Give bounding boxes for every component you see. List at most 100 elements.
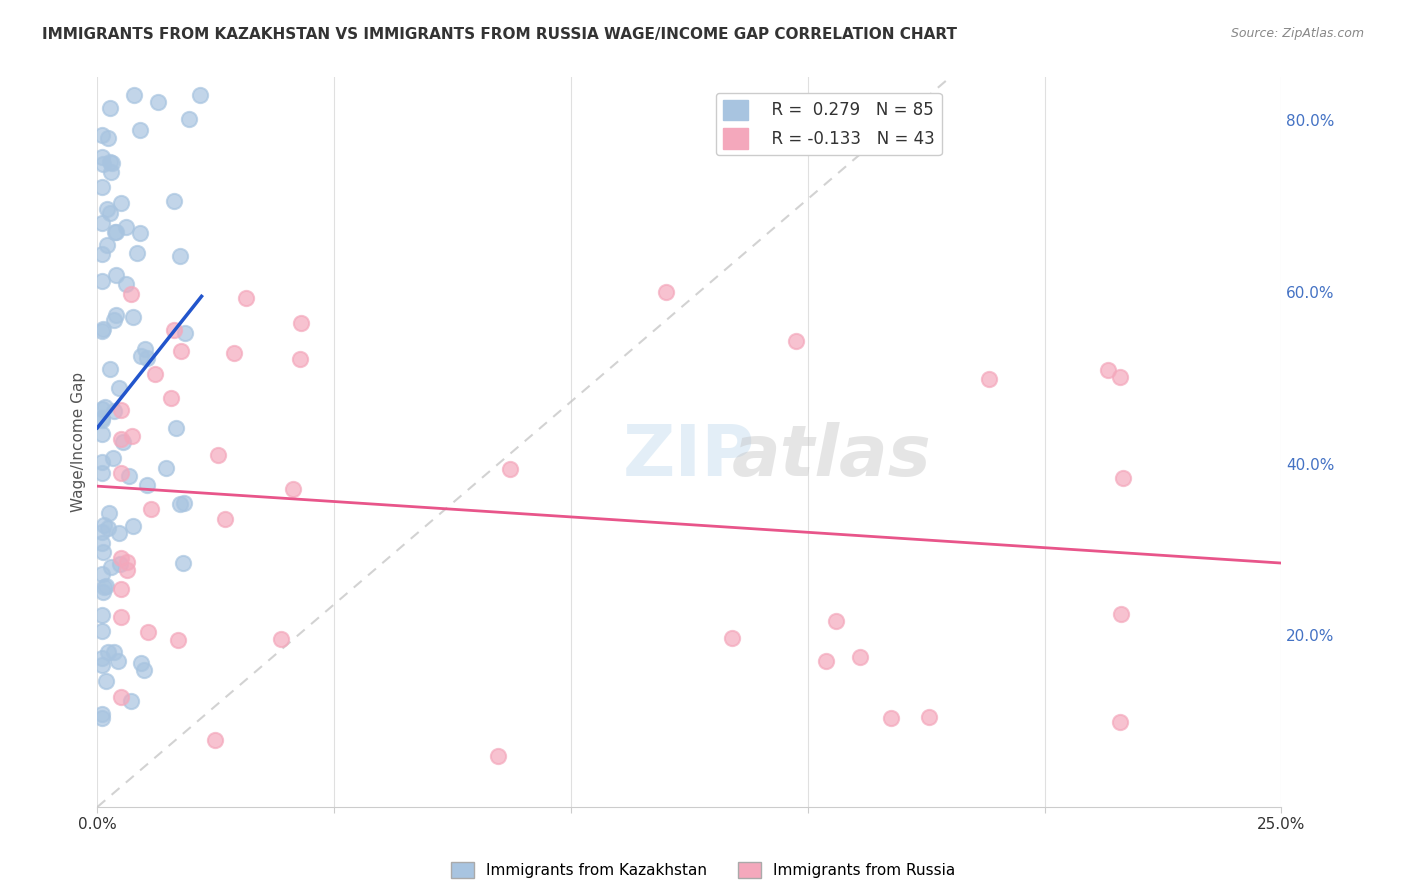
- Point: [1112, 471, 1135, 485]
- Point: [91, 410, 114, 425]
- Point: [654, 285, 676, 299]
- Legend: Immigrants from Kazakhstan, Immigrants from Russia: Immigrants from Kazakhstan, Immigrants f…: [444, 856, 962, 884]
- Point: [129, 657, 152, 671]
- Point: [170, 343, 193, 358]
- Point: [207, 448, 229, 462]
- Point: [222, 346, 245, 360]
- Point: [848, 650, 870, 665]
- Point: [91, 706, 114, 721]
- Point: [814, 654, 837, 668]
- Point: [166, 633, 188, 648]
- Point: [173, 496, 195, 510]
- Point: [91, 466, 114, 480]
- Point: [91, 180, 114, 194]
- Point: [139, 502, 162, 516]
- Point: [121, 429, 143, 443]
- Point: [97, 521, 120, 535]
- Point: [114, 277, 136, 291]
- Point: [98, 155, 121, 169]
- Text: ZIP: ZIP: [623, 422, 755, 491]
- Point: [120, 693, 142, 707]
- Point: [98, 102, 121, 116]
- Point: [188, 87, 211, 102]
- Point: [91, 216, 114, 230]
- Point: [91, 545, 114, 559]
- Point: [204, 732, 226, 747]
- Point: [165, 421, 187, 435]
- Point: [1097, 363, 1119, 377]
- Point: [172, 556, 194, 570]
- Point: [214, 512, 236, 526]
- Point: [100, 362, 122, 376]
- Text: Source: ZipAtlas.com: Source: ZipAtlas.com: [1230, 27, 1364, 40]
- Point: [115, 555, 138, 569]
- Point: [111, 435, 134, 450]
- Point: [918, 710, 941, 724]
- Point: [110, 550, 132, 565]
- Point: [122, 519, 145, 533]
- Point: [91, 402, 114, 417]
- Point: [91, 608, 114, 623]
- Text: atlas: atlas: [731, 422, 931, 491]
- Point: [110, 432, 132, 446]
- Point: [880, 710, 903, 724]
- Point: [91, 710, 114, 724]
- Point: [100, 165, 122, 179]
- Point: [235, 291, 257, 305]
- Point: [104, 225, 127, 239]
- Point: [94, 578, 117, 592]
- Point: [93, 580, 115, 594]
- Legend:   R =  0.279   N = 85,   R = -0.133   N = 43: R = 0.279 N = 85, R = -0.133 N = 43: [716, 93, 942, 155]
- Point: [110, 195, 132, 210]
- Point: [115, 220, 138, 235]
- Point: [143, 367, 166, 381]
- Point: [148, 95, 170, 109]
- Point: [105, 308, 128, 322]
- Point: [91, 524, 114, 539]
- Point: [100, 559, 122, 574]
- Point: [136, 477, 159, 491]
- Point: [785, 334, 807, 348]
- Point: [91, 322, 114, 336]
- Point: [110, 610, 132, 624]
- Point: [93, 518, 115, 533]
- Point: [134, 342, 156, 356]
- Point: [169, 497, 191, 511]
- Point: [155, 460, 177, 475]
- Point: [110, 690, 132, 704]
- Point: [91, 426, 114, 441]
- Point: [100, 156, 122, 170]
- Point: [91, 535, 114, 549]
- Point: [270, 632, 292, 646]
- Point: [1109, 607, 1132, 622]
- Point: [91, 566, 114, 581]
- Point: [977, 372, 1000, 386]
- Point: [290, 316, 312, 330]
- Point: [115, 563, 138, 577]
- Point: [91, 128, 114, 142]
- Point: [97, 506, 120, 520]
- Point: [174, 326, 197, 340]
- Point: [127, 246, 149, 260]
- Point: [120, 287, 142, 301]
- Point: [98, 205, 121, 219]
- Point: [91, 150, 114, 164]
- Point: [91, 157, 114, 171]
- Point: [97, 645, 120, 659]
- Point: [105, 225, 128, 239]
- Point: [91, 274, 114, 288]
- Point: [103, 645, 125, 659]
- Point: [91, 455, 114, 469]
- Point: [486, 749, 509, 764]
- Text: IMMIGRANTS FROM KAZAKHSTAN VS IMMIGRANTS FROM RUSSIA WAGE/INCOME GAP CORRELATION: IMMIGRANTS FROM KAZAKHSTAN VS IMMIGRANTS…: [42, 27, 957, 42]
- Point: [91, 325, 114, 339]
- Point: [91, 246, 114, 260]
- Point: [163, 194, 186, 209]
- Point: [101, 451, 124, 466]
- Point: [136, 351, 159, 365]
- Point: [138, 625, 160, 640]
- Point: [91, 413, 114, 427]
- Point: [499, 462, 522, 476]
- Point: [128, 123, 150, 137]
- Point: [121, 310, 143, 324]
